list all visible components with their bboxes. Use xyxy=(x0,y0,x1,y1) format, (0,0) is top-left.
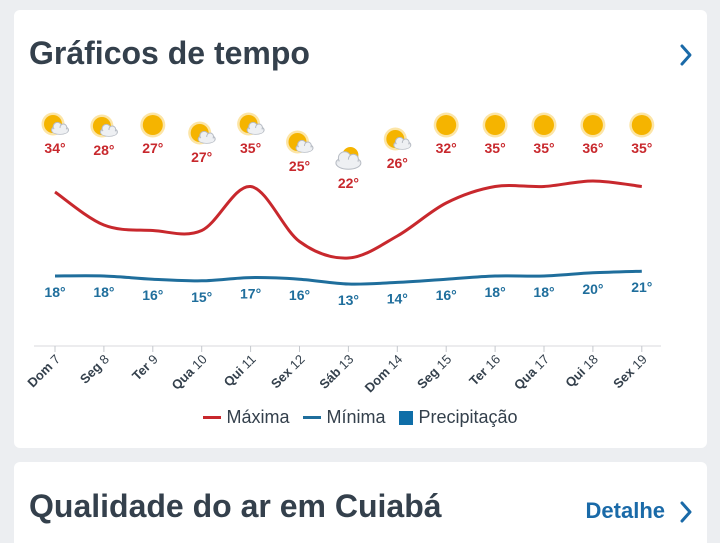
legend-min-swatch xyxy=(303,416,322,419)
max-temp-label: 36° xyxy=(582,140,603,156)
sunny-icon xyxy=(629,112,655,138)
min-temp-label: 17° xyxy=(240,286,261,302)
min-temp-label: 14° xyxy=(387,290,408,306)
sunny-icon xyxy=(580,112,606,138)
legend-precip-swatch xyxy=(399,410,414,425)
partly-cloudy-icon xyxy=(41,112,69,136)
min-temp-label: 18° xyxy=(93,284,114,300)
chevron-right-icon[interactable] xyxy=(679,500,693,524)
x-tick-label: Seg 15 xyxy=(414,352,454,392)
series-line-max xyxy=(54,179,642,260)
chevron-right-icon[interactable] xyxy=(679,43,693,67)
min-temp-label: 21° xyxy=(631,279,652,295)
x-tick-label: Qui 11 xyxy=(221,352,259,390)
sunny-icon xyxy=(482,112,508,138)
air-quality-card: Qualidade do ar em Cuiabá Detalhe xyxy=(14,462,707,543)
air-quality-title: Qualidade do ar em Cuiabá xyxy=(29,488,442,524)
min-temp-label: 18° xyxy=(44,284,65,300)
x-tick-label: Qua 10 xyxy=(169,352,210,393)
max-temp-label: 25° xyxy=(289,158,310,174)
series-line-min xyxy=(54,269,642,286)
legend-item-min[interactable]: Mínima xyxy=(303,407,385,428)
legend-precip-label: Precipitação xyxy=(418,407,518,427)
max-temp-label: 26° xyxy=(387,155,408,171)
max-temp-label: 28° xyxy=(93,142,114,158)
x-tick-label: Qua 17 xyxy=(511,352,552,393)
partly-cloudy-icon xyxy=(188,121,216,145)
legend-item-precip[interactable]: Precipitação xyxy=(399,407,518,428)
x-tick-label: Dom 7 xyxy=(24,352,63,391)
max-temp-label: 27° xyxy=(191,149,212,165)
chart-legend: Máxima Mínima Precipitação xyxy=(14,407,707,428)
max-temp-label: 34° xyxy=(44,140,65,156)
legend-min-label: Mínima xyxy=(326,407,386,427)
x-tick-label: Qui 18 xyxy=(562,352,601,391)
min-temp-label: 13° xyxy=(338,292,359,308)
max-temp-label: 35° xyxy=(485,140,506,156)
sunny-icon xyxy=(433,112,459,138)
cloudy-icon xyxy=(335,147,362,170)
max-temp-label: 35° xyxy=(240,140,261,156)
min-temp-label: 20° xyxy=(582,281,603,297)
min-temp-label: 18° xyxy=(533,284,554,300)
weather-charts-title: Gráficos de tempo xyxy=(29,35,310,71)
detail-link[interactable]: Detalhe xyxy=(585,498,665,523)
min-temp-label: 15° xyxy=(191,289,212,305)
max-temp-label: 32° xyxy=(436,140,457,156)
min-temp-label: 16° xyxy=(142,287,163,303)
legend-max-label: Máxima xyxy=(226,407,290,427)
partly-cloudy-icon xyxy=(237,112,265,136)
min-temp-label: 18° xyxy=(485,284,506,300)
sunny-icon xyxy=(531,112,557,138)
sunny-icon xyxy=(140,112,166,138)
x-tick-label: Sex 12 xyxy=(268,352,308,392)
partly-cloudy-icon xyxy=(90,114,118,138)
max-temp-label: 27° xyxy=(142,140,163,156)
max-temp-label: 35° xyxy=(631,140,652,156)
min-temp-label: 16° xyxy=(289,287,310,303)
max-temp-label: 35° xyxy=(533,140,554,156)
max-temp-label: 22° xyxy=(338,175,359,191)
weather-chart: 34° 18° Dom 7 28° 18° Seg 8 27° 16° Ter 9 27° 15° Q… xyxy=(24,112,661,396)
x-tick-label: Sáb 13 xyxy=(316,352,356,392)
x-tick-label: Dom 14 xyxy=(362,352,406,396)
legend-max-swatch xyxy=(203,416,222,419)
x-tick-label: Ter 16 xyxy=(466,352,503,389)
partly-cloudy-icon xyxy=(383,127,412,151)
legend-item-max[interactable]: Máxima xyxy=(203,407,289,428)
x-tick-label: Seg 8 xyxy=(77,352,112,387)
weather-charts-card: Gráficos de tempo 34° 18° Dom 7 28° 18° Seg 8… xyxy=(14,10,707,448)
partly-cloudy-icon xyxy=(286,130,314,154)
x-tick-label: Sex 19 xyxy=(610,352,650,392)
x-tick-label: Ter 9 xyxy=(129,352,161,384)
min-temp-label: 16° xyxy=(436,287,457,303)
